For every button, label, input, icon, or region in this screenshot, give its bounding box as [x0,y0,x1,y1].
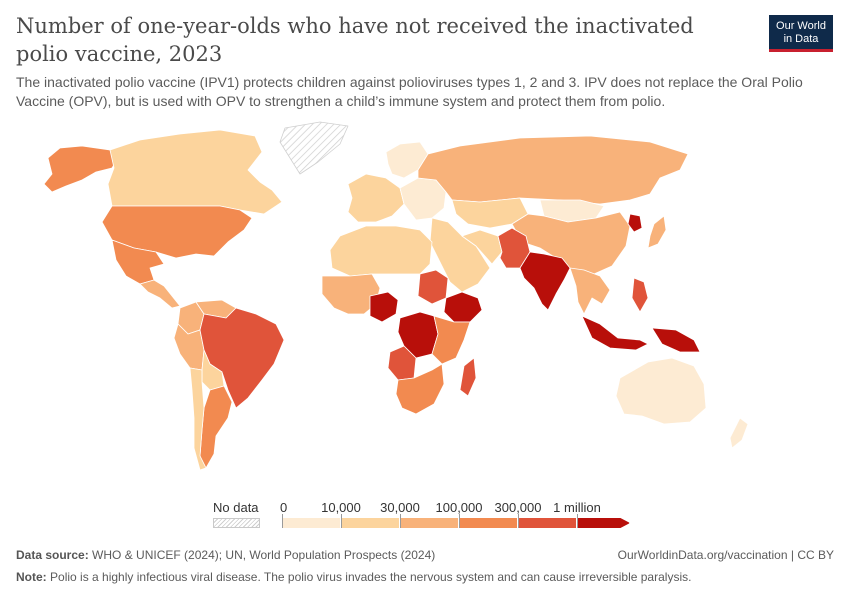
region-east-africa[interactable] [431,315,471,365]
region-philippines[interactable] [631,277,649,313]
region-southeast-asia[interactable] [569,267,611,315]
region-china[interactable] [511,211,631,275]
legend-tick-4 [518,514,519,528]
region-madagascar[interactable] [459,357,477,397]
legend-tick-label-2: 30,000 [380,500,420,515]
region-new-zealand[interactable] [729,417,749,449]
legend-bin-2[interactable] [400,518,459,528]
logo-line-2: in Data [783,33,819,45]
region-japan[interactable] [647,215,667,249]
world-map-svg [43,121,749,471]
region-argentina[interactable] [199,385,233,469]
note-label: Note: [16,570,47,584]
legend-tick-5 [577,514,578,528]
legend-bin-0[interactable] [282,518,341,528]
region-canada[interactable] [107,129,283,215]
region-mexico[interactable] [111,239,165,285]
region-chile[interactable] [189,367,207,471]
legend-bin-4[interactable] [518,518,577,528]
map-legend: No data 0 10,000 30,000 100,000 300,000 1 mil… [0,497,850,537]
data-source-text[interactable]: WHO & UNICEF (2024); UN, World Populatio… [92,548,436,562]
legend-tick-2 [400,514,401,528]
legend-tick-label-4: 300,000 [494,500,542,515]
region-ethiopia[interactable] [443,291,483,323]
region-nigeria[interactable] [369,291,399,323]
region-central-america[interactable] [139,279,181,309]
chart-subtitle: The inactivated polio vaccine (IPV1) pro… [16,74,803,109]
region-australia[interactable] [615,357,707,425]
region-north-africa[interactable] [329,225,433,277]
region-north-korea[interactable] [627,213,643,233]
legend-tick-label-3: 100,000 [435,500,483,515]
legend-tick-0 [282,514,283,528]
region-indonesia[interactable] [581,315,649,351]
legend-bin-3[interactable] [459,518,518,528]
world-map [0,118,850,493]
note-text: Polio is a highly infectious viral disea… [50,570,692,584]
region-sudan[interactable] [417,269,449,305]
legend-bin-1[interactable] [341,518,400,528]
credit-link[interactable]: OurWorldinData.org/vaccination | CC BY [617,548,834,562]
legend-bin-5[interactable] [577,518,630,528]
region-western-europe[interactable] [347,173,405,223]
legend-tick-3 [459,514,460,528]
region-papua[interactable] [651,327,701,353]
legend-tick-1 [341,514,342,528]
region-greenland[interactable] [279,121,349,175]
legend-tick-label-1: 10,000 [321,500,361,515]
chart-note: Note: Polio is a highly infectious viral… [16,570,834,584]
region-middle-east[interactable] [429,217,491,293]
region-russia[interactable] [417,135,689,205]
legend-tick-label-5: 1 million [553,500,601,515]
region-southern-africa[interactable] [395,363,445,415]
data-source: Data source: WHO & UNICEF (2024); UN, Wo… [16,548,834,562]
region-alaska[interactable] [43,145,119,193]
region-india[interactable] [519,251,571,311]
legend-no-data-swatch [213,518,260,528]
region-bolivia[interactable] [201,349,225,391]
owid-logo[interactable]: Our World in Data [769,15,833,52]
data-source-label: Data source: [16,548,89,562]
legend-tick-label-0: 0 [280,500,288,515]
logo-line-1: Our World [776,20,826,32]
legend-no-data-label: No data [213,500,259,515]
chart-title: Number of one-year-olds who have not rec… [16,14,694,66]
